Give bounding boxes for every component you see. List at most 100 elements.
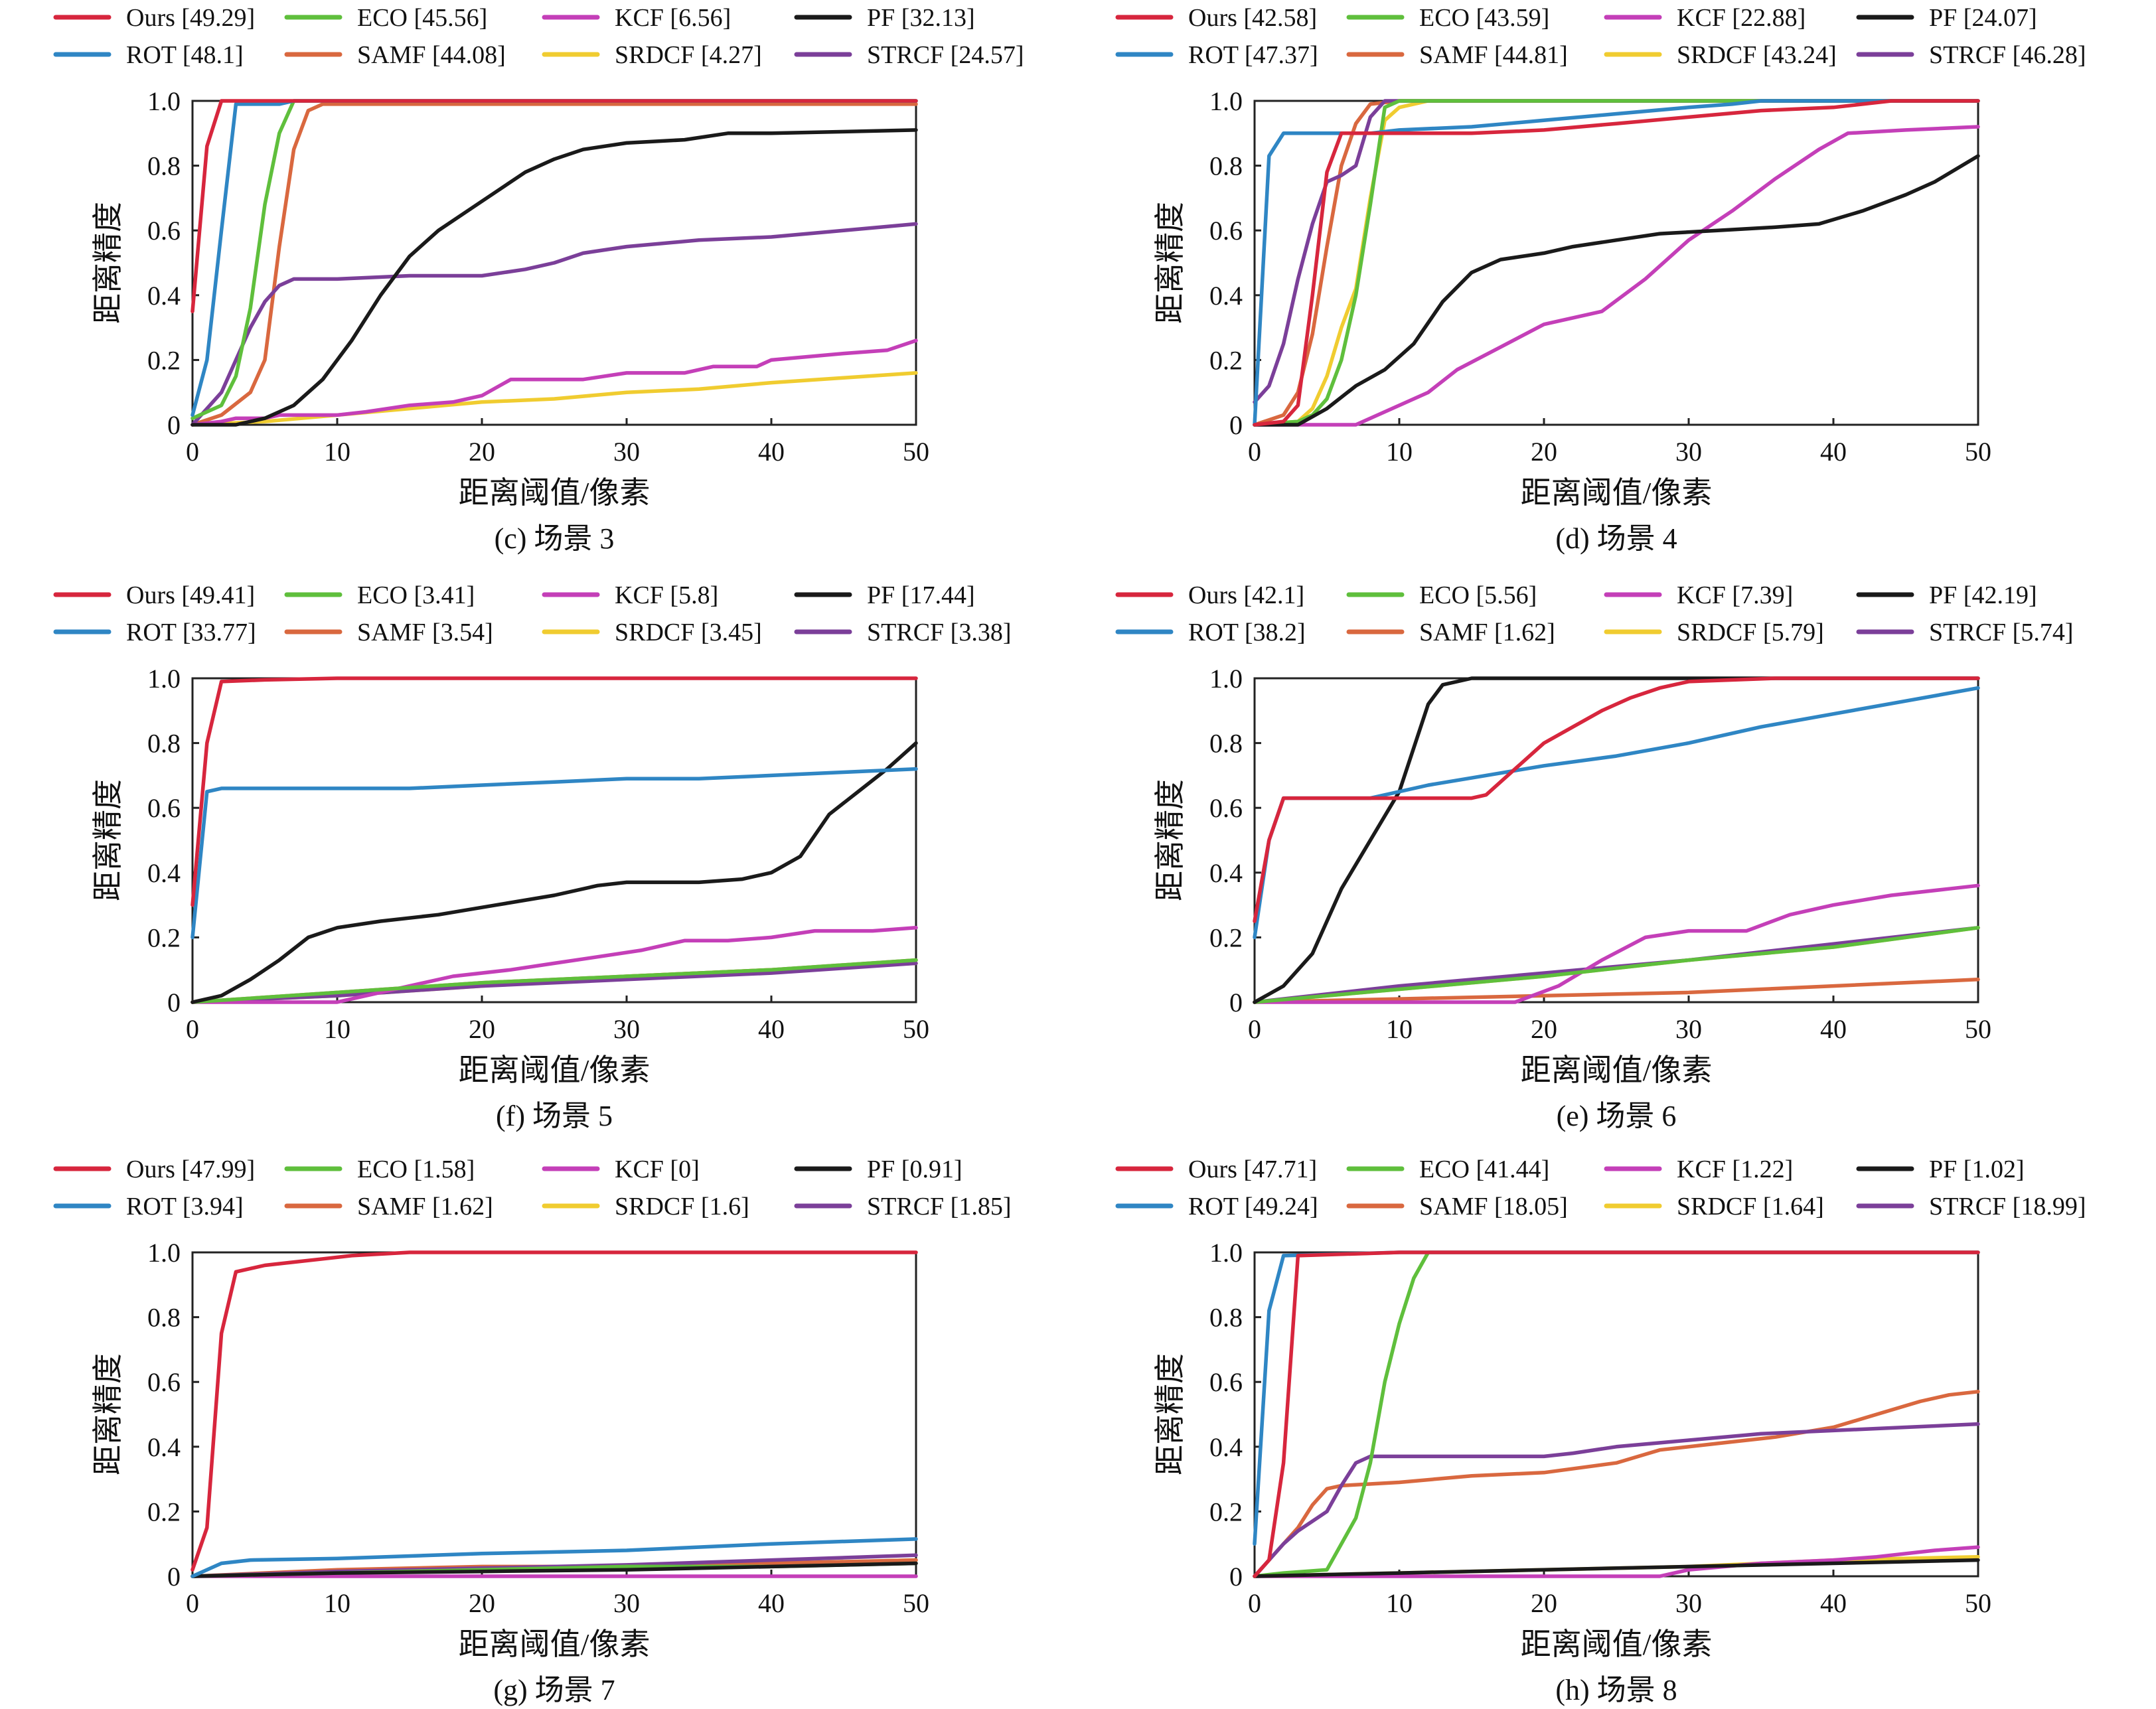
score-close-bracket: ] xyxy=(1310,41,1318,69)
legend-item: KCF [7.39] xyxy=(1604,581,1793,609)
chart-panel: Ours [49.29] ECO [45.56] KCF [6.56] PF [32.… xyxy=(53,4,1024,555)
score-open-bracket: [ xyxy=(176,619,191,646)
score-close-bracket: ] xyxy=(2078,1193,2086,1221)
x-axis-label: 距离阈值/像素 xyxy=(1521,1627,1713,1661)
score-close-bracket: ] xyxy=(1559,41,1568,69)
score-open-bracket: [ xyxy=(1470,1155,1484,1183)
series-line-ours xyxy=(191,1250,918,1572)
x-tick-label: 0 xyxy=(1248,1014,1261,1044)
legend-item: Ours [49.41] xyxy=(53,581,255,609)
legend-item: SRDCF [3.45] xyxy=(542,619,762,646)
score-close-bracket: ] xyxy=(467,1155,475,1183)
series-name: ROT xyxy=(1188,41,1239,69)
legend-item: ECO [45.56] xyxy=(284,4,487,32)
legend-item: SAMF [1.62] xyxy=(284,1193,493,1221)
score-close-bracket: ] xyxy=(691,1155,700,1183)
score-open-bracket: [ xyxy=(175,1155,190,1183)
series-score: 5.79 xyxy=(1772,619,1816,646)
score-open-bracket: [ xyxy=(1237,1155,1252,1183)
series-score: 41.44 xyxy=(1484,1155,1541,1183)
x-tick-label: 0 xyxy=(186,1588,199,1618)
x-tick-label: 40 xyxy=(1820,437,1847,467)
score-open-bracket: [ xyxy=(1237,581,1252,609)
y-tick-label: 1.0 xyxy=(1209,86,1243,116)
legend-label: Ours [47.99] xyxy=(126,1155,255,1183)
y-tick-label: 0.8 xyxy=(147,729,181,759)
legend-item: SAMF [1.62] xyxy=(1346,619,1555,646)
legend-item: Ours [49.29] xyxy=(53,4,256,32)
score-close-bracket: ] xyxy=(497,41,506,69)
plot-frame xyxy=(191,1251,917,1578)
series-line-strcf xyxy=(191,961,918,1004)
series-score: 0.91 xyxy=(909,1155,954,1183)
score-close-bracket: ] xyxy=(954,1155,963,1183)
y-axis-label: 距离精度 xyxy=(1153,202,1187,324)
x-tick-label: 20 xyxy=(469,1014,495,1044)
series-line-srdcf xyxy=(191,371,918,427)
legend-label: Ours [42.58] xyxy=(1188,4,1317,32)
series-line-pf xyxy=(1253,676,1980,1004)
legend-item: PF [0.91] xyxy=(794,1155,963,1183)
score-close-bracket: ] xyxy=(1529,581,1537,609)
series-line-rot xyxy=(191,1537,918,1578)
score-open-bracket: [ xyxy=(1470,4,1484,32)
series-score: 1.22 xyxy=(1740,1155,1785,1183)
series-score: 3.38 xyxy=(959,619,1003,646)
x-tick-label: 10 xyxy=(1386,437,1413,467)
legend-label: Ours [47.71] xyxy=(1188,1155,1317,1183)
series-score: 1.58 xyxy=(422,1155,467,1183)
score-open-bracket: [ xyxy=(1238,41,1253,69)
score-close-bracket: ] xyxy=(247,1155,256,1183)
series-line-kcf xyxy=(1253,1545,1980,1578)
score-open-bracket: [ xyxy=(176,1193,191,1221)
score-close-bracket: ] xyxy=(2078,41,2086,69)
legend-label: KCF [22.88] xyxy=(1677,4,1806,32)
series-line-samf xyxy=(1253,978,1980,1004)
series-name: SAMF xyxy=(357,1193,426,1221)
series-score: 6.56 xyxy=(678,4,723,32)
chart-panel: Ours [49.41] ECO [3.41] KCF [5.8] PF [17.44… xyxy=(53,581,1011,1132)
legend-label: ROT [48.1] xyxy=(126,41,244,69)
legend-item: ROT [3.94] xyxy=(53,1193,244,1221)
series-score: 17.44 xyxy=(909,581,966,609)
series-line-ours xyxy=(1253,99,1980,427)
series-name: ECO xyxy=(1419,4,1470,32)
x-tick-label: 30 xyxy=(1675,1014,1702,1044)
legend: Ours [42.58] ECO [43.59] KCF [22.88] PF [24… xyxy=(1115,4,2086,69)
series-name: SRDCF xyxy=(1677,1193,1756,1221)
series-name: ECO xyxy=(1419,1155,1470,1183)
series-name: PF xyxy=(867,581,895,609)
legend: Ours [42.1] ECO [5.56] KCF [7.39] PF [42.19… xyxy=(1115,581,2073,646)
legend-label: KCF [7.39] xyxy=(1677,581,1793,609)
series-name: SRDCF xyxy=(615,41,694,69)
series-score: 5.8 xyxy=(678,581,710,609)
series-score: 3.94 xyxy=(191,1193,235,1221)
score-close-bracket: ] xyxy=(247,4,256,32)
legend-label: SRDCF [3.45] xyxy=(615,619,762,646)
legend-label: SRDCF [43.24] xyxy=(1677,41,1837,69)
series-name: ROT xyxy=(1188,619,1239,646)
series-line-pf xyxy=(191,128,918,427)
score-open-bracket: [ xyxy=(944,1193,959,1221)
series-name: PF xyxy=(867,1155,895,1183)
y-tick-label: 0.2 xyxy=(1209,923,1243,952)
legend-label: ROT [3.94] xyxy=(126,1193,244,1221)
y-tick-label: 0.2 xyxy=(147,923,181,952)
y-tick-label: 0 xyxy=(1229,1562,1243,1592)
series-name: Ours xyxy=(126,581,175,609)
score-open-bracket: [ xyxy=(2006,619,2021,646)
score-open-bracket: [ xyxy=(426,619,441,646)
legend: Ours [49.41] ECO [3.41] KCF [5.8] PF [17.44… xyxy=(53,581,1011,646)
series-line-rot xyxy=(1253,99,1980,427)
series-line-samf xyxy=(191,102,918,427)
y-tick-label: 0.8 xyxy=(1209,151,1243,181)
series-line-samf xyxy=(1253,1390,1980,1578)
y-tick-label: 0.6 xyxy=(147,793,181,823)
series-score: 49.29 xyxy=(190,4,247,32)
series-name: STRCF xyxy=(1929,619,2006,646)
series-score: 46.28 xyxy=(2021,41,2078,69)
score-close-bracket: ] xyxy=(753,619,762,646)
score-open-bracket: [ xyxy=(1237,4,1252,32)
legend-item: ECO [43.59] xyxy=(1346,4,1549,32)
